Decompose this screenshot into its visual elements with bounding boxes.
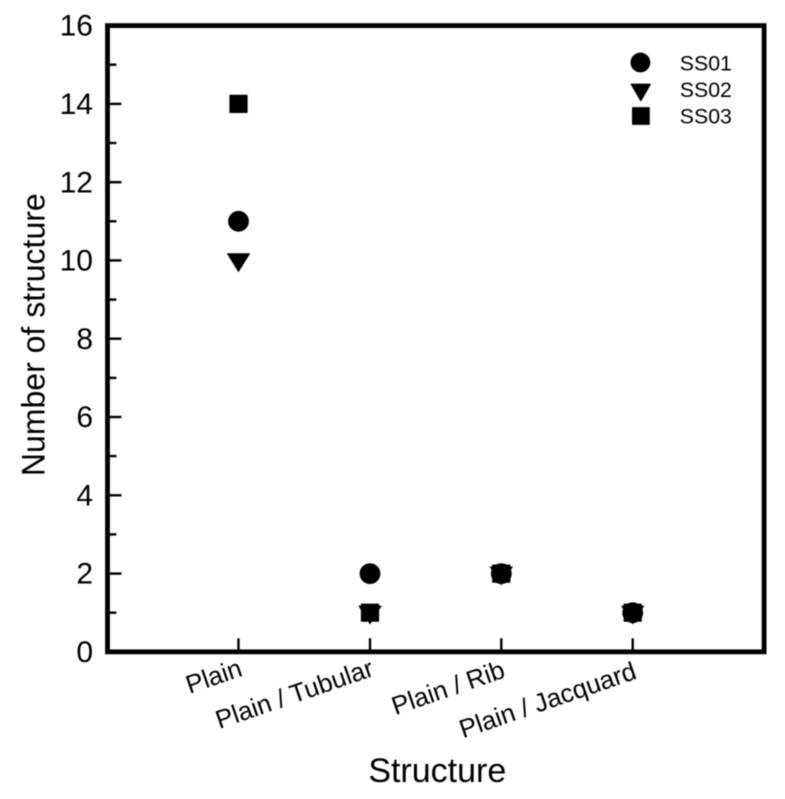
svg-text:16: 16 xyxy=(60,10,93,43)
svg-text:0: 0 xyxy=(76,636,93,669)
svg-text:2: 2 xyxy=(76,558,93,591)
svg-text:SS01: SS01 xyxy=(680,51,732,75)
svg-text:4: 4 xyxy=(76,479,93,512)
svg-text:8: 8 xyxy=(76,323,93,356)
svg-text:Number of structure: Number of structure xyxy=(16,193,52,476)
svg-text:12: 12 xyxy=(60,166,93,199)
svg-text:SS03: SS03 xyxy=(680,105,732,129)
svg-text:SS02: SS02 xyxy=(680,78,732,102)
svg-text:14: 14 xyxy=(60,88,93,121)
svg-text:Structure: Structure xyxy=(368,752,506,790)
svg-text:10: 10 xyxy=(60,245,93,278)
svg-text:6: 6 xyxy=(76,401,93,434)
